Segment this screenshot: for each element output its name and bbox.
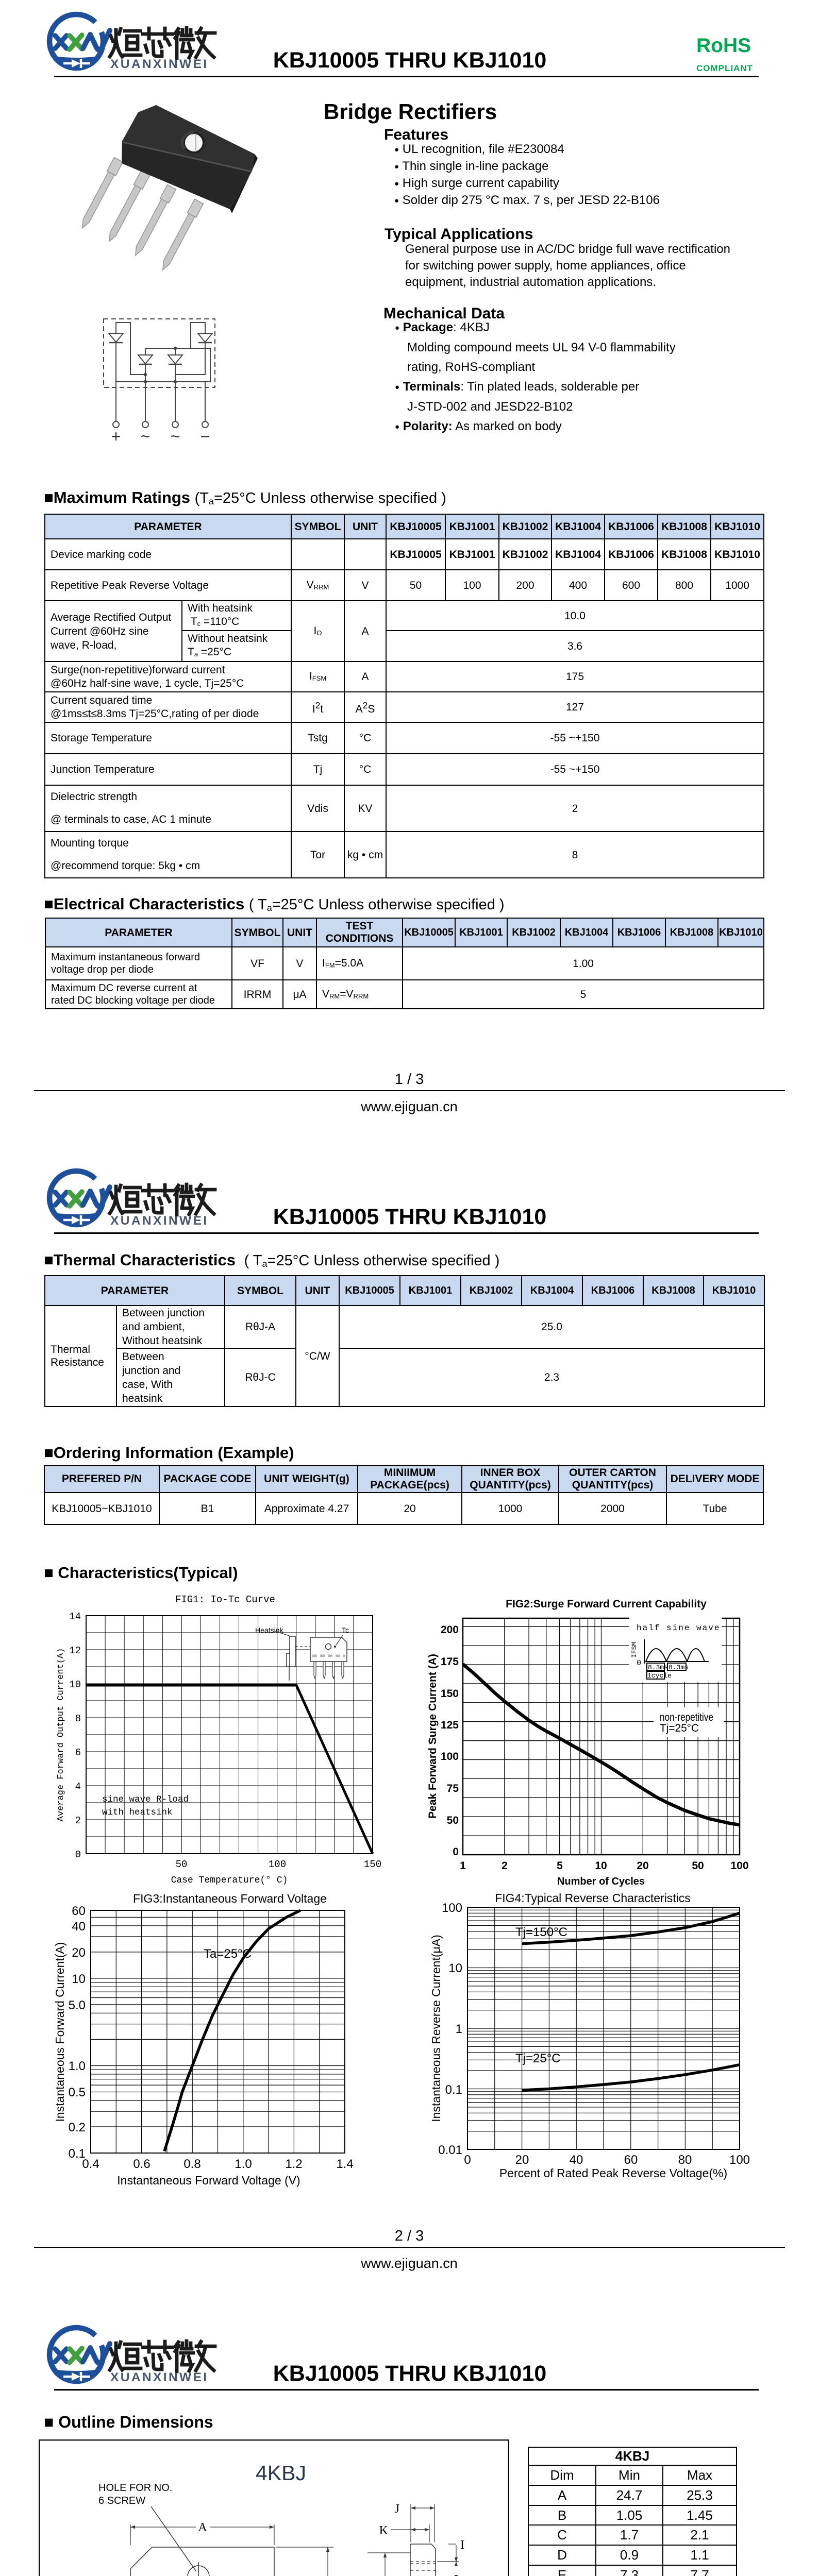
svg-text:5.0: 5.0 — [69, 1998, 86, 2012]
svg-text:4: 4 — [75, 1781, 81, 1792]
svg-text:12: 12 — [69, 1645, 81, 1656]
svg-text:8: 8 — [75, 1713, 81, 1724]
svg-text:Instantaneous Reverse Current(: Instantaneous Reverse Current(μA) — [429, 1935, 443, 2122]
svg-text:150: 150 — [364, 1859, 381, 1870]
svg-text:with heatsink: with heatsink — [102, 1807, 173, 1818]
svg-text:40: 40 — [570, 2153, 583, 2167]
svg-text:10: 10 — [72, 1972, 86, 1986]
svg-text:1: 1 — [456, 2022, 462, 2036]
svg-text:40: 40 — [72, 1920, 86, 1934]
svg-text:60: 60 — [72, 1904, 86, 1918]
svg-text:IFSM: IFSM — [630, 1642, 638, 1658]
svg-text:Percent of Rated Peak Reverse: Percent of Rated Peak Reverse Voltage(%) — [499, 2166, 727, 2180]
svg-text:10: 10 — [595, 1860, 607, 1872]
svg-text:80: 80 — [678, 2153, 692, 2167]
svg-text:half sine wave: half sine wave — [637, 1623, 720, 1633]
svg-text:1.2: 1.2 — [285, 2157, 302, 2171]
svg-text:10: 10 — [69, 1679, 81, 1690]
svg-text:150: 150 — [441, 1688, 459, 1700]
svg-text:4KBJ: 4KBJ — [256, 2461, 306, 2485]
svg-text:10: 10 — [448, 1961, 462, 1975]
svg-text:0.2: 0.2 — [69, 2121, 86, 2134]
svg-text:1.0: 1.0 — [69, 2059, 86, 2073]
svg-text:XUANXINWEI: XUANXINWEI — [110, 57, 209, 71]
svg-text:J: J — [395, 2502, 399, 2516]
svg-text:0.01: 0.01 — [438, 2143, 462, 2157]
svg-text:0.5: 0.5 — [69, 2086, 86, 2099]
svg-text:Ta=25°C: Ta=25°C — [204, 1947, 252, 1961]
svg-text:1: 1 — [460, 1860, 466, 1872]
svg-text:175: 175 — [441, 1656, 459, 1668]
svg-text:0: 0 — [75, 1849, 81, 1860]
svg-text:~: ~ — [141, 427, 151, 446]
svg-text:5: 5 — [557, 1860, 563, 1872]
svg-text:FIG2:Surge Forward Current Cap: FIG2:Surge Forward Current Capability — [506, 1598, 707, 1610]
svg-text:0.8: 0.8 — [183, 2157, 200, 2171]
svg-text:1.4: 1.4 — [336, 2157, 353, 2171]
svg-text:20: 20 — [515, 2153, 529, 2167]
svg-text:2: 2 — [502, 1860, 508, 1872]
svg-text:100: 100 — [442, 1901, 462, 1915]
svg-text:20: 20 — [637, 1860, 648, 1872]
svg-text:Tc: Tc — [342, 1626, 349, 1634]
svg-text:0.6: 0.6 — [133, 2157, 150, 2171]
svg-text:50: 50 — [447, 1815, 459, 1826]
svg-text:0.1: 0.1 — [445, 2083, 462, 2097]
svg-text:50: 50 — [692, 1860, 704, 1872]
svg-text:HOLE FOR NO.: HOLE FOR NO. — [98, 2482, 172, 2494]
svg-text:FIG4:Typical Reverse Character: FIG4:Typical Reverse Characteristics — [495, 1891, 691, 1905]
svg-text:20: 20 — [72, 1946, 86, 1960]
svg-text:75: 75 — [447, 1783, 459, 1794]
svg-text:1cycle: 1cycle — [647, 1672, 672, 1680]
svg-text:A: A — [198, 2521, 207, 2534]
svg-text:XUANXINWEI: XUANXINWEI — [110, 1214, 209, 1228]
svg-text:~: ~ — [171, 427, 180, 446]
svg-text:I: I — [460, 2538, 464, 2552]
svg-text:0: 0 — [453, 1846, 459, 1858]
svg-text:2: 2 — [75, 1815, 81, 1826]
svg-text:0: 0 — [637, 1659, 641, 1668]
svg-text:100: 100 — [269, 1859, 286, 1870]
svg-text:0: 0 — [464, 2153, 471, 2167]
svg-text:60: 60 — [624, 2153, 638, 2167]
svg-text:Instantaneous Forward Voltage: Instantaneous Forward Voltage (V) — [117, 2174, 300, 2187]
svg-text:Heatsink: Heatsink — [255, 1626, 283, 1634]
svg-text:0.4: 0.4 — [82, 2157, 99, 2171]
svg-text:8.3ms: 8.3ms — [648, 1664, 668, 1671]
svg-text:8.3ms: 8.3ms — [668, 1664, 689, 1671]
svg-text:FIG1: Io-Tc Curve: FIG1: Io-Tc Curve — [175, 1594, 275, 1605]
svg-text:K: K — [379, 2524, 389, 2537]
svg-text:1.0: 1.0 — [235, 2157, 252, 2171]
svg-text:non-repetitive: non-repetitive — [660, 1711, 713, 1723]
svg-text:FIG3:Instantaneous Forward Vol: FIG3:Instantaneous Forward Voltage — [133, 1892, 327, 1905]
svg-text:XUANXINWEI: XUANXINWEI — [110, 2370, 209, 2384]
svg-text:0.1: 0.1 — [69, 2147, 86, 2161]
svg-text:+: + — [111, 427, 121, 446]
svg-text:sine wave R-load: sine wave R-load — [102, 1794, 189, 1805]
svg-text:Average Forward Output Current: Average Forward Output Current(A) — [56, 1648, 66, 1822]
svg-text:−: − — [200, 427, 210, 446]
svg-text:Peak Forward Surge Current (A): Peak Forward Surge Current (A) — [428, 1654, 439, 1819]
svg-text:50: 50 — [176, 1859, 188, 1870]
svg-text:Number of Cycles: Number of Cycles — [557, 1876, 645, 1887]
svg-text:6 SCREW: 6 SCREW — [98, 2495, 145, 2506]
svg-text:Tj=25°C: Tj=25°C — [515, 2052, 561, 2065]
svg-text:14: 14 — [69, 1611, 81, 1622]
svg-text:6: 6 — [75, 1747, 81, 1758]
svg-text:Case Temperature(° C): Case Temperature(° C) — [171, 1875, 288, 1886]
svg-text:Instantaneous Forward Current(: Instantaneous Forward Current(A) — [53, 1942, 66, 2122]
svg-text:100: 100 — [729, 2153, 750, 2167]
svg-text:Tj=150°C: Tj=150°C — [515, 1925, 567, 1939]
svg-text:200: 200 — [441, 1624, 459, 1636]
svg-text:100: 100 — [730, 1860, 748, 1872]
svg-text:100: 100 — [441, 1751, 459, 1762]
svg-text:125: 125 — [441, 1719, 459, 1731]
svg-text:Tj=25°C: Tj=25°C — [660, 1722, 699, 1734]
